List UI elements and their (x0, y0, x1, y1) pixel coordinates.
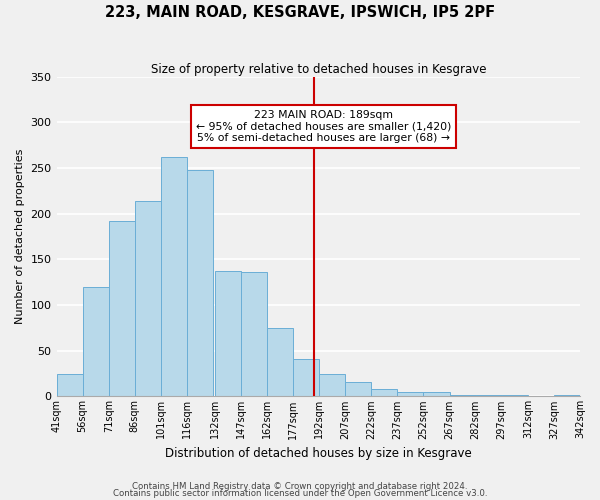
Bar (554, 394, 580, 396)
Bar (109, 221, 135, 396)
Bar (161, 157, 187, 396)
Bar (424, 392, 449, 396)
Title: Size of property relative to detached houses in Kesgrave: Size of property relative to detached ho… (151, 62, 486, 76)
Bar (135, 201, 161, 396)
Bar (215, 271, 241, 396)
Text: 223, MAIN ROAD, KESGRAVE, IPSWICH, IP5 2PF: 223, MAIN ROAD, KESGRAVE, IPSWICH, IP5 2… (105, 5, 495, 20)
Bar (293, 359, 319, 397)
Bar (476, 394, 502, 396)
Bar (241, 272, 267, 396)
Bar (371, 389, 397, 396)
Bar (56, 374, 83, 396)
Bar (187, 170, 213, 396)
Bar (319, 374, 345, 396)
Bar (83, 287, 109, 397)
Bar (267, 328, 293, 396)
Text: Contains HM Land Registry data © Crown copyright and database right 2024.: Contains HM Land Registry data © Crown c… (132, 482, 468, 491)
Text: 223 MAIN ROAD: 189sqm
← 95% of detached houses are smaller (1,420)
5% of semi-de: 223 MAIN ROAD: 189sqm ← 95% of detached … (196, 110, 451, 144)
Bar (345, 382, 371, 396)
Y-axis label: Number of detached properties: Number of detached properties (15, 149, 25, 324)
Bar (397, 392, 424, 396)
Bar (449, 394, 476, 396)
Text: Contains public sector information licensed under the Open Government Licence v3: Contains public sector information licen… (113, 490, 487, 498)
X-axis label: Distribution of detached houses by size in Kesgrave: Distribution of detached houses by size … (165, 447, 472, 460)
